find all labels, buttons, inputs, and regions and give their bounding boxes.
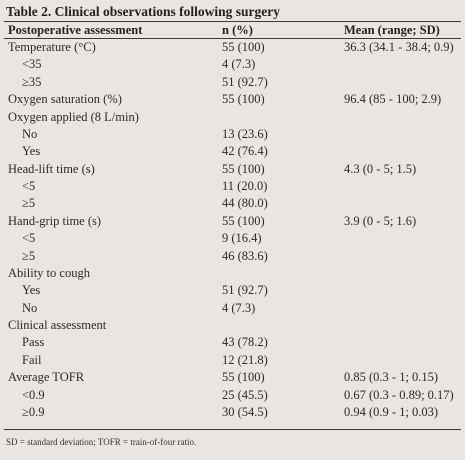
row-label: <0.9 [22, 387, 45, 402]
row-mean: 3.9 (0 - 5; 1.6) [344, 213, 417, 228]
row-label: <5 [22, 179, 36, 193]
row-n-percent: 55 (100) [222, 370, 265, 385]
row-n-percent: 25 (45.5) [222, 387, 268, 402]
table-footnote: SD = standard deviation; TOFR = train-of… [6, 437, 197, 447]
header-assessment: Postoperative assessment [8, 23, 143, 37]
table-row: Oxygen applied (8 L/min) [0, 109, 465, 126]
row-mean: 0.67 (0.3 - 0.89; 0.17) [344, 387, 454, 402]
table-row: <5 11 (20.0) [0, 178, 465, 195]
bottom-rule [4, 429, 461, 430]
row-n-percent: 4 (7.3) [222, 300, 256, 315]
table-row: ≥5 44 (80.0) [0, 195, 465, 212]
row-label: No [22, 126, 38, 141]
table-row: ≥35 51 (92.7) [0, 74, 465, 91]
row-n-percent: 30 (54.5) [222, 404, 268, 419]
table-row: <35 4 (7.3) [0, 56, 465, 73]
row-n-percent: 12 (21.8) [222, 352, 268, 367]
row-n-percent: 44 (80.0) [222, 196, 268, 211]
row-label: Fail [22, 352, 42, 367]
row-label: Hand-grip time (s) [8, 213, 102, 228]
row-n-percent: 46 (83.6) [222, 248, 268, 263]
table-row: Pass 43 (78.2) [0, 334, 465, 351]
row-label: Yes [22, 144, 41, 159]
table-row: Hand-grip time (s) 55 (100) 3.9 (0 - 5; 1.… [0, 213, 465, 230]
row-mean: 0.94 (0.9 - 1; 0.03) [344, 404, 439, 419]
row-label: ≥5 [22, 248, 36, 263]
row-n-percent: 55 (100) [222, 92, 265, 107]
table-row: ≥0.9 30 (54.5) 0.94 (0.9 - 1; 0.03) [0, 404, 465, 421]
table-row: Yes 51 (92.7) [0, 282, 465, 299]
row-label: <5 [22, 231, 36, 246]
row-label: Yes [22, 283, 41, 298]
row-label: Ability to cough [8, 265, 90, 280]
row-label: Temperature (°C) [8, 40, 96, 54]
row-label: Pass [22, 335, 45, 350]
row-n-percent: 51 (92.7) [222, 283, 268, 298]
table-row: <5 9 (16.4) [0, 230, 465, 247]
table-header-row: Postoperative assessment n (%) Mean (ran… [0, 22, 465, 39]
row-mean: 4.3 (0 - 5; 1.5) [344, 161, 417, 176]
table-row: ≥5 46 (83.6) [0, 248, 465, 265]
table-row: Temperature (°C) 55 (100) 36.3 (34.1 - 38.… [0, 39, 465, 56]
row-n-percent: 4 (7.3) [222, 57, 256, 72]
row-n-percent: 43 (78.2) [222, 335, 268, 350]
row-n-percent: 55 (100) [222, 40, 265, 54]
header-mean: Mean (range; SD) [344, 23, 440, 37]
row-label: Head-lift time (s) [8, 161, 95, 176]
row-label: No [22, 300, 38, 315]
table-title: Table 2. Clinical observations following… [6, 4, 281, 19]
header-rule [4, 38, 461, 39]
row-mean: 0.85 (0.3 - 1; 0.15) [344, 370, 439, 385]
row-label: Oxygen applied (8 L/min) [8, 109, 139, 124]
table-row: <0.9 25 (45.5) 0.67 (0.3 - 0.89; 0.17) [0, 387, 465, 404]
row-n-percent: 42 (76.4) [222, 144, 268, 159]
table-row: Average TOFR 55 (100) 0.85 (0.3 - 1; 0.15) [0, 369, 465, 386]
row-label: Clinical assessment [8, 318, 107, 332]
row-n-percent: 55 (100) [222, 161, 265, 176]
header-n-percent: n (%) [222, 23, 253, 37]
row-n-percent: 11 (20.0) [222, 179, 268, 193]
table-row: Yes 42 (76.4) [0, 143, 465, 160]
row-mean: 96.4 (85 - 100; 2.9) [344, 92, 442, 107]
row-n-percent: 55 (100) [222, 213, 265, 228]
row-n-percent: 13 (23.6) [222, 126, 268, 141]
table-row: Fail 12 (21.8) [0, 352, 465, 369]
row-n-percent: 9 (16.4) [222, 231, 262, 246]
row-label: ≥5 [22, 196, 36, 211]
table-row: Head-lift time (s) 55 (100) 4.3 (0 - 5; 1.… [0, 161, 465, 178]
table-row: Oxygen saturation (%) 55 (100) 96.4 (85 - … [0, 91, 465, 108]
table-row: Ability to cough [0, 265, 465, 282]
row-label: Average TOFR [8, 370, 85, 385]
row-n-percent: 51 (92.7) [222, 74, 268, 89]
row-label: ≥0.9 [22, 404, 45, 419]
top-rule [4, 21, 461, 22]
table-row: Clinical assessment [0, 317, 465, 334]
row-mean: 36.3 (34.1 - 38.4; 0.9) [344, 40, 454, 54]
row-label: <35 [22, 57, 42, 72]
table-row: No 13 (23.6) [0, 126, 465, 143]
row-label: Oxygen saturation (%) [8, 92, 122, 107]
table-body: Temperature (°C) 55 (100) 36.3 (34.1 - 38.… [0, 39, 465, 421]
row-label: ≥35 [22, 74, 42, 89]
table-row: No 4 (7.3) [0, 300, 465, 317]
